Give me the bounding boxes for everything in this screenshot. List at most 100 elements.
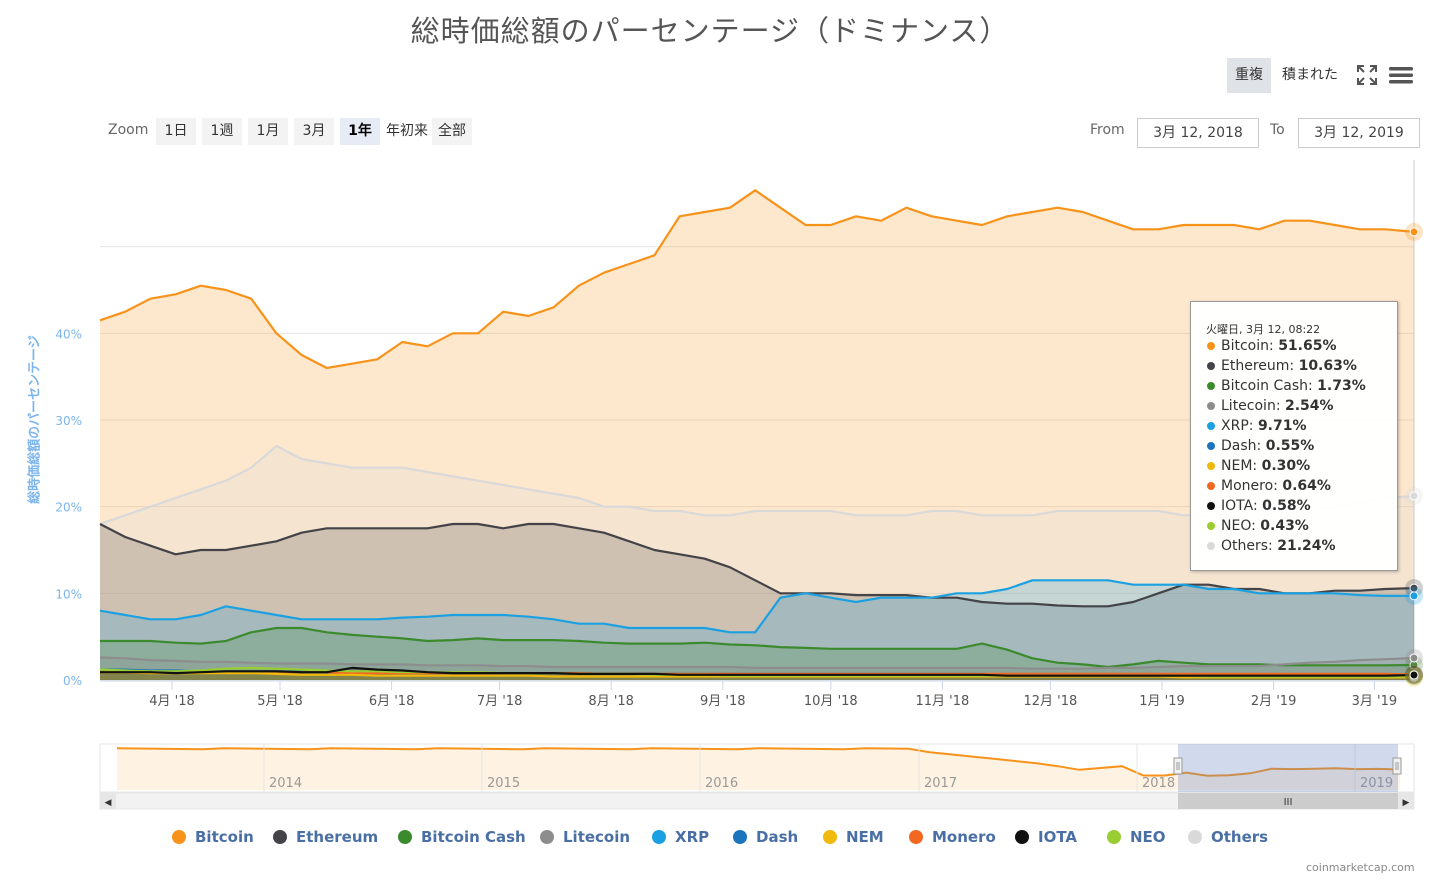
stacked-mode-button[interactable]: 積まれた [1282,67,1338,83]
navigator-handle[interactable] [1392,757,1402,775]
legend-item-others[interactable]: Others [1188,828,1268,846]
x-tick-label: 11月 '18 [916,694,970,709]
line-bitcoin[interactable] [99,189,1415,370]
tooltip-series-value: 9.71% [1257,418,1307,434]
zoom-1d-button[interactable]: 1日 [156,118,196,145]
marker-xrp [1409,591,1419,601]
marker-bitcoin [1409,227,1419,237]
legend-item-neo[interactable]: NEO [1107,828,1166,846]
tooltip-row-xrp: XRP: 9.71% [1207,418,1307,434]
series-dot-icon [1207,402,1215,410]
to-label: To [1270,122,1285,138]
tooltip-series-name: Dash [1221,438,1257,454]
hover-markers [1405,222,1423,687]
series-dot-icon [1207,462,1215,470]
legend-dot-icon [540,830,554,844]
zoom-ytd-button[interactable]: 年初来 [386,123,428,139]
zoom-all-button[interactable]: 全部 [432,118,472,145]
legend-item-nem[interactable]: NEM [823,828,884,846]
range-to-input[interactable] [1298,118,1420,148]
tooltip-series-name: NEO [1221,518,1252,534]
overlap-mode-button[interactable]: 重複 [1227,58,1271,93]
dominance-area-chart[interactable]: 4月 '18 5月 '18 6月 '18 7月 '18 8月 '18 9月 '18 10月 … [0,160,1441,720]
series-dot-icon [1207,442,1215,450]
tooltip-row-litecoin: Litecoin: 2.54% [1207,398,1334,414]
range-from-input[interactable] [1137,118,1259,148]
x-tick-label: 2月 '19 [1251,694,1297,709]
y-tick-label: 20% [55,501,82,515]
scroll-left-button[interactable] [100,793,116,809]
tooltip-row-bitcoin: Bitcoin: 51.65% [1207,338,1337,354]
navigator-series: 2014 2015 2016 2017 2018 2019 III ◀ ▶ [99,743,1415,810]
navigator-line [116,747,1401,777]
navigator-year-label: 2017 [924,776,957,791]
navigator-selection[interactable] [1178,744,1398,792]
tooltip-row-bitcoin-cash: Bitcoin Cash: 1.73% [1207,378,1366,394]
zoom-1m-button[interactable]: 1月 [248,118,288,145]
navigator[interactable]: 2014 2015 2016 2017 2018 2019 III ◀ ▶ [0,738,1441,818]
navigator-year-label: 2018 [1142,776,1175,791]
legend-label: Others [1211,828,1269,846]
tooltip-series-value: 1.73% [1317,378,1366,394]
arrow-right-icon: ▶ [1403,798,1410,808]
series-dot-icon [1207,362,1215,370]
x-tick-label: 1月 '19 [1139,694,1185,709]
tooltip-series-name: NEM [1221,458,1253,474]
tooltip-series-name: IOTA [1221,498,1253,514]
legend-item-bitcoin-cash[interactable]: Bitcoin Cash [398,828,526,846]
tooltip-series-value: 2.54% [1285,398,1334,414]
legend-item-xrp[interactable]: XRP [652,828,709,846]
grid-lines [100,160,1415,681]
scrollbar-grip-icon: III [1284,797,1293,808]
area-nem [100,672,1414,680]
series-dot-icon [1207,422,1215,430]
tooltip: 火曜日, 3月 12, 08:22 Bitcoin: 51.65% Ethereu… [1190,301,1398,571]
y-axis: 0% 10% 20% 30% 40% [55,327,82,688]
x-tick-label: 4月 '18 [149,694,195,709]
zoom-1w-button[interactable]: 1週 [202,118,242,145]
x-tick-label: 9月 '18 [700,694,746,709]
legend-item-monero[interactable]: Monero [909,828,996,846]
legend-item-iota[interactable]: IOTA [1015,828,1077,846]
fullscreen-icon[interactable] [1356,64,1378,86]
zoom-3m-button[interactable]: 3月 [294,118,334,145]
hamburger-menu-icon[interactable] [1388,64,1414,86]
legend-item-bitcoin[interactable]: Bitcoin [172,828,254,846]
tooltip-series-value: 10.63% [1298,358,1357,374]
series-dot-icon [1207,542,1215,550]
legend-item-ethereum[interactable]: Ethereum [273,828,378,846]
line-ethereum[interactable] [99,522,1415,608]
line-litecoin[interactable] [99,656,1415,670]
legend-dot-icon [1015,830,1029,844]
zoom-1y-button[interactable]: 1年 [340,118,380,145]
x-tick-label: 12月 '18 [1024,694,1078,709]
line-bitcoin-cash[interactable] [100,626,1415,669]
line-iota[interactable] [100,666,1415,677]
legend-label: Ethereum [296,828,379,846]
x-tick-label: 3月 '19 [1352,694,1398,709]
scrollbar-thumb[interactable] [1178,793,1398,809]
legend-item-dash[interactable]: Dash [733,828,798,846]
x-tick-label: 6月 '18 [369,694,415,709]
navigator-area [117,748,1400,790]
tooltip-row-nem: NEM: 0.30% [1207,458,1310,474]
tooltip-row-others: Others: 21.24% [1207,538,1336,554]
from-label: From [1090,122,1125,138]
legend-dot-icon [1188,830,1202,844]
legend-dot-icon [652,830,666,844]
series-dot-icon [1207,382,1215,390]
legend-item-litecoin[interactable]: Litecoin [540,828,630,846]
navigator-year-label: 2019 [1360,776,1393,791]
tooltip-series-value: 0.64% [1282,478,1331,494]
scroll-right-button[interactable] [1398,793,1414,809]
navigator-year-label: 2016 [705,776,738,791]
legend-label: Dash [756,828,799,846]
legend: Bitcoin Ethereum Bitcoin Cash Litecoin XRP Da… [160,828,1280,850]
marker-iota [1409,670,1419,680]
series-dot-icon [1207,502,1215,510]
tooltip-header: 火曜日, 3月 12, 08:22 [1206,323,1321,336]
line-xrp[interactable] [99,579,1415,634]
tooltip-series-name: Litecoin [1221,398,1276,414]
credits[interactable]: coinmarketcap.com [1306,861,1415,874]
navigator-handle[interactable] [1173,757,1183,775]
